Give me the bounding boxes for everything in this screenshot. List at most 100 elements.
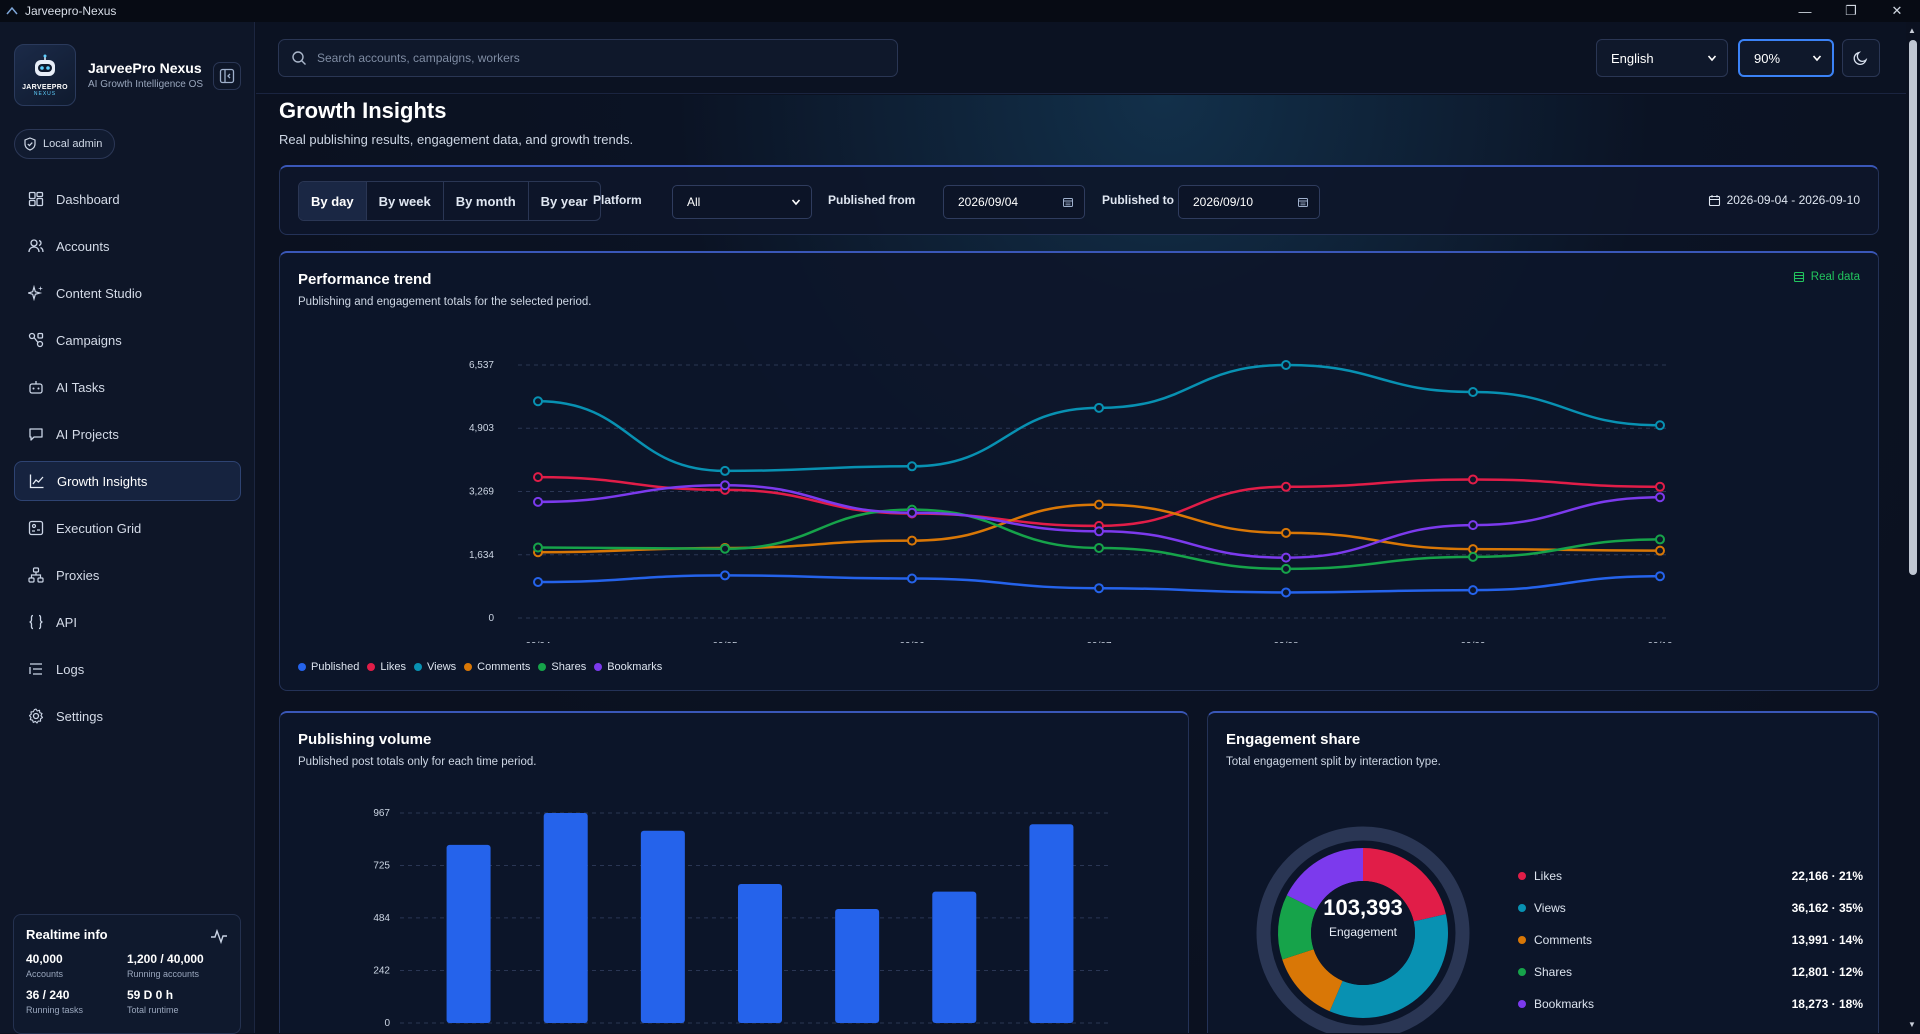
- data-point-likes: [1468, 474, 1478, 485]
- legend-label: Views: [427, 661, 457, 673]
- legend-item-published[interactable]: Published: [298, 661, 359, 673]
- bar-09/06: [640, 830, 685, 1023]
- local-admin-label: Local admin: [43, 138, 103, 150]
- network-icon: [28, 567, 44, 583]
- legend-value: 18,273 · 18%: [1791, 997, 1863, 1011]
- donut-slice-views: [1329, 914, 1448, 1018]
- engagement-donut-chart: [1256, 826, 1470, 1033]
- sidebar-item-growth-insights[interactable]: Growth Insights: [14, 461, 241, 501]
- card-title: Publishing volume: [298, 731, 432, 748]
- theme-toggle-button[interactable]: [1842, 39, 1880, 77]
- sidebar-item-label: Accounts: [56, 238, 110, 254]
- period-by-week[interactable]: By week: [367, 182, 444, 220]
- legend-item-likes[interactable]: Likes: [367, 661, 406, 673]
- period-by-year[interactable]: By year: [540, 193, 588, 209]
- publishing-volume-card: Publishing volume Published post totals …: [279, 711, 1189, 1033]
- legend-row-bookmarks: Bookmarks 18,273 · 18%: [1518, 988, 1863, 1020]
- shield-check-icon: [24, 137, 36, 151]
- minimize-icon[interactable]: —: [1798, 3, 1812, 19]
- legend-item-comments[interactable]: Comments: [464, 661, 530, 673]
- donut-slice-likes: [1363, 848, 1446, 922]
- sidebar-item-settings[interactable]: Settings: [14, 696, 241, 736]
- restore-icon[interactable]: ❐: [1845, 3, 1857, 18]
- legend-item-bookmarks[interactable]: Bookmarks: [594, 661, 662, 673]
- publishing-volume-chart: 0 242 484 725 967: [373, 808, 1110, 1029]
- x-tick-label: 09/08: [1273, 641, 1298, 643]
- page-subtitle: Real publishing results, engagement data…: [279, 132, 634, 147]
- data-point-likes: [533, 472, 543, 483]
- sidebar-item-proxies[interactable]: Proxies: [14, 555, 241, 595]
- legend-item-views[interactable]: Views: [414, 661, 456, 673]
- x-tick-label: 09/05: [712, 641, 737, 643]
- date-range-display: 2026-09-04 - 2026-09-10: [1708, 193, 1860, 207]
- stat-label: Total runtime: [127, 1005, 179, 1015]
- data-point-bookmarks: [720, 480, 730, 491]
- data-point-published: [533, 577, 543, 588]
- sparkle-icon: [28, 285, 43, 301]
- sidebar-item-ai-tasks[interactable]: AI Tasks: [14, 367, 241, 407]
- x-tick-label: 09/07: [1086, 641, 1111, 643]
- sidebar-item-accounts[interactable]: Accounts: [14, 226, 241, 266]
- sidebar-item-logs[interactable]: Logs: [14, 649, 241, 689]
- close-icon[interactable]: ✕: [1891, 3, 1903, 18]
- stat-label: Running tasks: [26, 1005, 84, 1015]
- language-select[interactable]: English: [1596, 39, 1728, 77]
- sidebar-item-dashboard[interactable]: Dashboard: [14, 179, 241, 219]
- card-subtitle: Published post totals only for each time…: [298, 756, 537, 768]
- scroll-up-icon[interactable]: ▲: [1908, 26, 1916, 35]
- scrollbar-thumb[interactable]: [1909, 40, 1917, 575]
- collapse-sidebar-button[interactable]: [213, 62, 241, 90]
- data-point-shares: [533, 542, 543, 553]
- brand-title: JarveePro Nexus: [88, 60, 202, 76]
- app-icon: [6, 6, 18, 15]
- sidebar-item-campaigns[interactable]: Campaigns: [14, 320, 241, 360]
- stat-label: Accounts: [26, 969, 64, 979]
- period-by-month[interactable]: By month: [444, 182, 529, 220]
- data-point-views: [907, 461, 917, 472]
- card-title: Performance trend: [298, 271, 432, 288]
- platform-label: Platform: [593, 193, 642, 207]
- legend-row-shares: Shares 12,801 · 12%: [1518, 956, 1863, 988]
- sidebar-toggle-icon: [219, 68, 235, 84]
- published-from-input[interactable]: 2026/09/04: [943, 185, 1085, 219]
- platform-select[interactable]: All: [672, 185, 812, 219]
- real-data-label: Real data: [1810, 271, 1860, 283]
- window-title: Jarveepro-Nexus: [25, 4, 117, 18]
- y-tick-label: 3,269: [469, 486, 494, 497]
- sidebar-item-content-studio[interactable]: Content Studio: [14, 273, 241, 313]
- legend-dot: [1518, 936, 1526, 944]
- published-to-input[interactable]: 2026/09/10: [1178, 185, 1320, 219]
- data-point-bookmarks: [1655, 492, 1665, 503]
- card-title: Engagement share: [1226, 731, 1361, 748]
- legend-name: Bookmarks: [1534, 997, 1595, 1011]
- chevron-down-icon: [1707, 55, 1717, 62]
- filter-bar: By day By week By month By year Platform…: [279, 165, 1879, 235]
- app-logo: JARVEEPRO NEXUS: [14, 44, 76, 106]
- chart-line-icon: [29, 474, 44, 489]
- data-point-published: [907, 573, 917, 584]
- data-point-bookmarks: [533, 496, 543, 507]
- zoom-select[interactable]: 90%: [1738, 39, 1834, 77]
- sidebar-item-execution-grid[interactable]: Execution Grid: [14, 508, 241, 548]
- page-scrollbar[interactable]: ▲ ▼: [1906, 22, 1920, 1033]
- data-point-shares: [1655, 534, 1665, 545]
- period-by-day[interactable]: By day: [299, 182, 367, 220]
- local-admin-badge[interactable]: Local admin: [14, 129, 116, 159]
- engagement-share-card: Engagement share Total engagement split …: [1207, 711, 1879, 1033]
- legend-value: 22,166 · 21%: [1791, 869, 1863, 883]
- realtime-title: Realtime info: [26, 927, 108, 942]
- sidebar-item-ai-projects[interactable]: AI Projects: [14, 414, 241, 454]
- search-input[interactable]: [317, 51, 877, 65]
- bar-09/07: [738, 884, 782, 1023]
- sidebar-item-api[interactable]: API: [14, 602, 241, 642]
- grid-icon: [28, 520, 44, 536]
- y-tick-label: 484: [373, 913, 390, 924]
- scroll-down-icon[interactable]: ▼: [1908, 1020, 1916, 1029]
- sidebar-item-label: Content Studio: [56, 285, 143, 301]
- data-point-views: [1655, 420, 1665, 431]
- dashboard-icon: [28, 191, 44, 207]
- legend-item-shares[interactable]: Shares: [538, 661, 586, 673]
- bar-09/04: [446, 844, 491, 1023]
- legend-label: Shares: [551, 661, 587, 673]
- braces-icon: [29, 614, 43, 630]
